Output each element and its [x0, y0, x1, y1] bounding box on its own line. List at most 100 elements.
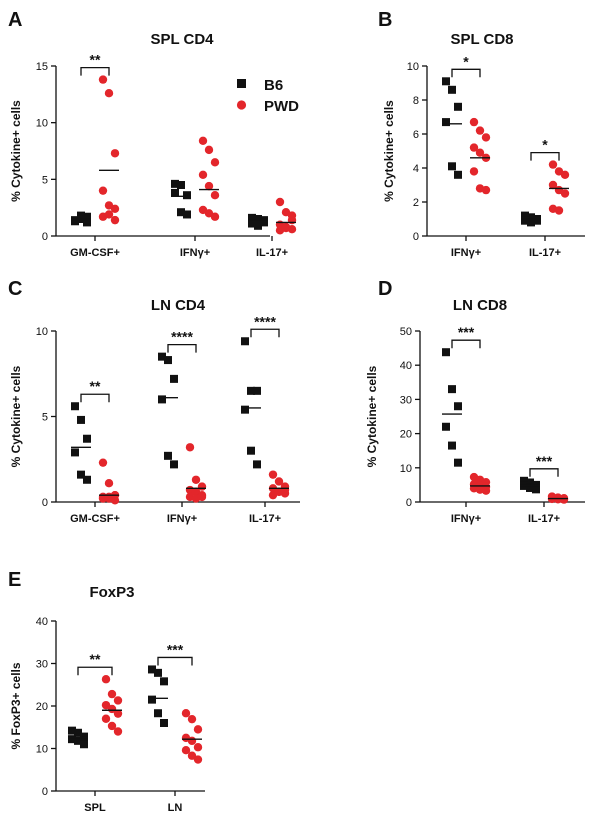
- b6-point: [454, 402, 462, 411]
- y-tick-label: 5: [42, 174, 48, 186]
- b6-point: [171, 179, 179, 188]
- pwd-point: [187, 736, 197, 746]
- pwd-point: [101, 675, 111, 684]
- b6-point: [526, 483, 534, 492]
- x-tick-label: SPL: [84, 802, 106, 814]
- pwd-point: [548, 160, 558, 169]
- b6-point: [83, 475, 91, 484]
- b6-point: [442, 422, 450, 431]
- y-axis-label: % Cytokine+ cells: [365, 365, 379, 467]
- significance-bracket: [451, 68, 481, 78]
- b6-point: [527, 213, 535, 222]
- pwd-point: [191, 475, 201, 484]
- b6-point: [260, 218, 268, 227]
- pwd-point: [481, 133, 491, 142]
- b6-point: [71, 216, 79, 225]
- b6-point: [253, 386, 261, 395]
- pwd-point: [187, 751, 197, 760]
- pwd-point: [210, 212, 220, 221]
- b6-point: [77, 211, 85, 220]
- b6-point: [448, 441, 456, 450]
- panel-b: B SPL CD8 0 2 4 6 8 10 % Cytokine+ cells IFNγ+ IL-…: [378, 9, 585, 259]
- y-axis-label: % FoxP3+ cells: [9, 662, 23, 749]
- y-tick-label: 5: [42, 412, 48, 424]
- significance-bracket: [530, 151, 560, 161]
- y-tick-label: 20: [400, 429, 412, 441]
- pwd-point: [469, 117, 479, 127]
- y-tick-label: 15: [36, 61, 48, 73]
- pwd-point: [554, 206, 564, 215]
- significance-bracket: [451, 339, 481, 349]
- y-tick-label: 6: [413, 129, 419, 141]
- y-tick-label: 10: [400, 463, 412, 475]
- pwd-point: [113, 727, 123, 736]
- b6-point: [521, 211, 529, 220]
- y-tick-label: 40: [400, 360, 412, 372]
- x-tick-label: IL-17+: [528, 513, 560, 525]
- b6-point: [158, 352, 166, 361]
- pwd-point: [559, 495, 569, 504]
- pwd-point: [104, 210, 114, 219]
- significance-label: *: [463, 53, 469, 69]
- b6-point: [183, 210, 191, 219]
- significance-bracket: [529, 468, 559, 477]
- y-axis-label: % Cytokine+ cells: [382, 100, 396, 202]
- b6-point: [148, 665, 156, 674]
- y-tick-label: 2: [413, 197, 419, 209]
- b6-point: [247, 386, 255, 395]
- b6-point: [532, 485, 540, 494]
- b6-point: [527, 218, 535, 227]
- b6-point: [170, 460, 178, 469]
- x-tick-label: IFNγ+: [167, 513, 197, 525]
- pwd-point: [469, 167, 479, 176]
- y-tick-label: 20: [36, 701, 48, 713]
- pwd-point: [101, 714, 111, 723]
- y-tick-label: 0: [42, 497, 48, 509]
- x-tick-label: IFNγ+: [180, 247, 210, 259]
- pwd-point: [268, 470, 278, 479]
- panel-letter: E: [8, 569, 21, 591]
- b6-point: [171, 188, 179, 197]
- x-tick-label: IFNγ+: [451, 247, 481, 259]
- pwd-point: [481, 185, 491, 195]
- significance-bracket: [77, 666, 113, 676]
- pwd-point: [113, 696, 123, 705]
- pwd-point: [287, 211, 297, 220]
- y-tick-label: 40: [36, 616, 48, 628]
- significance-label: ****: [171, 329, 193, 345]
- b6-point: [448, 385, 456, 394]
- y-axis-label: % Cytokine+ cells: [9, 100, 23, 202]
- pwd-point: [548, 180, 558, 190]
- pwd-point: [193, 725, 203, 734]
- b6-point: [454, 170, 462, 179]
- chart-title: LN CD8: [453, 297, 507, 314]
- pwd-point: [274, 477, 284, 486]
- pwd-point: [107, 689, 117, 699]
- panel-letter: C: [8, 278, 22, 300]
- pwd-point: [280, 485, 290, 495]
- legend-label: B6: [264, 77, 283, 94]
- panel-a: A SPL CD4 0 5 10 15 % Cytokine+ cells GM-CSF+ IF…: [8, 9, 297, 259]
- y-tick-label: 50: [400, 326, 412, 338]
- significance-label: **: [90, 52, 101, 68]
- pwd-point: [185, 443, 195, 452]
- x-tick-label: GM-CSF+: [70, 247, 120, 259]
- pwd-point: [193, 743, 203, 752]
- b6-point: [80, 732, 88, 741]
- b6-point: [253, 460, 261, 469]
- pwd-point: [193, 755, 203, 764]
- pwd-point: [181, 746, 191, 755]
- y-tick-label: 10: [36, 744, 48, 756]
- b6-point: [241, 337, 249, 346]
- panel-d: D LN CD8 0 10 20 30 40 50 % Cytokine+ cells IFNγ+…: [365, 278, 585, 525]
- b6-point: [80, 740, 88, 749]
- legend-marker-b6: [237, 79, 246, 88]
- y-tick-label: 10: [36, 326, 48, 338]
- b6-point: [74, 736, 82, 745]
- x-tick-label: IL-17+: [249, 513, 281, 525]
- b6-point: [154, 668, 162, 677]
- significance-bracket: [250, 328, 280, 338]
- b6-point: [448, 85, 456, 94]
- significance-bracket: [157, 656, 193, 666]
